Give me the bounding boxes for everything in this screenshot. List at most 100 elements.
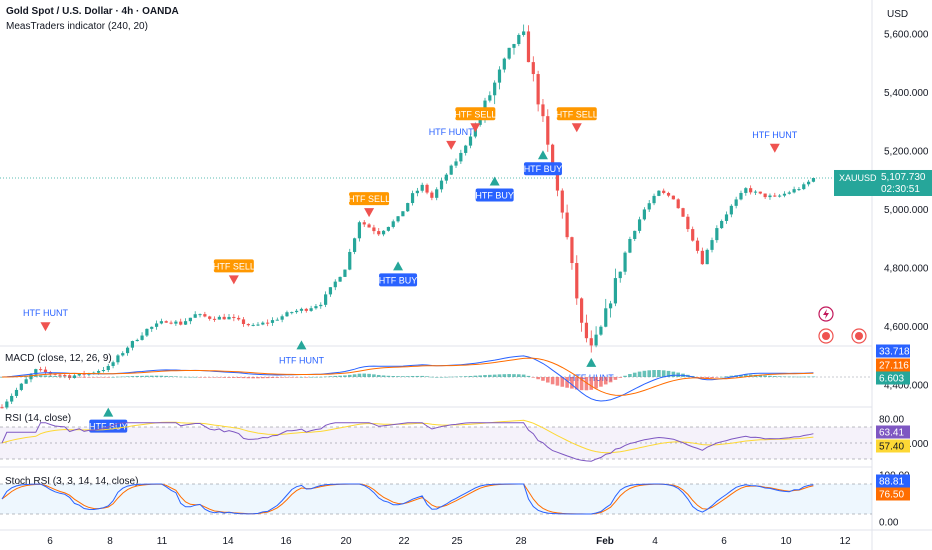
macd-hist-bar[interactable] (729, 375, 734, 377)
candle-body[interactable] (145, 328, 149, 336)
candle-body[interactable] (251, 324, 255, 326)
macd-hist-bar[interactable] (280, 377, 284, 378)
candle-body[interactable] (705, 249, 709, 265)
macd-hist-bar[interactable] (164, 375, 169, 377)
stoch-k-line[interactable] (1, 483, 814, 515)
macd-hist-bar[interactable] (357, 373, 362, 377)
rsi-ma-line[interactable] (1, 419, 814, 454)
macd-histogram[interactable] (0, 369, 816, 391)
signal-down-arrow[interactable] (446, 140, 457, 150)
candle-body[interactable] (174, 321, 178, 324)
price-tick-label[interactable]: 5,000.000 (884, 205, 929, 216)
macd-hist-bar[interactable] (632, 372, 637, 377)
macd-hist-bar[interactable] (797, 376, 801, 378)
macd-hist-bar[interactable] (77, 377, 82, 378)
candle-body[interactable] (695, 240, 700, 251)
candle-body[interactable] (551, 144, 555, 174)
time-tick-label[interactable]: Feb (596, 536, 614, 547)
macd-hist-bar[interactable] (91, 377, 96, 378)
candle-body[interactable] (657, 190, 661, 196)
candle-body[interactable] (637, 219, 642, 231)
candle-body[interactable] (488, 95, 492, 101)
signal-label[interactable]: HTF HUNT (23, 308, 68, 318)
candle-body[interactable] (304, 308, 308, 311)
candle-body[interactable] (10, 395, 14, 402)
macd-hist-bar[interactable] (188, 376, 193, 378)
macd-hist-bar[interactable] (599, 377, 603, 387)
value-tag-box[interactable] (876, 425, 910, 439)
candle-body[interactable] (34, 369, 38, 375)
price-tick-label[interactable]: 4,600.000 (884, 322, 929, 333)
candle-body[interactable] (739, 192, 743, 200)
price-tick-label[interactable]: 4,800.000 (884, 264, 929, 275)
candle-body[interactable] (227, 316, 231, 320)
macd-hist-bar[interactable] (652, 370, 656, 377)
macd-hist-bar[interactable] (111, 376, 115, 378)
macd-hist-bar[interactable] (555, 377, 560, 386)
macd-hist-bar[interactable] (323, 376, 328, 378)
candle-body[interactable] (295, 310, 299, 313)
signal-label[interactable]: HTF BUY (379, 275, 418, 285)
candle-body[interactable] (560, 190, 564, 213)
macd-hist-bar[interactable] (299, 376, 304, 378)
macd-hist-bar[interactable] (87, 377, 91, 378)
time-tick-label[interactable]: 25 (451, 536, 463, 547)
macd-hist-bar[interactable] (497, 374, 502, 377)
macd-hist-bar[interactable] (285, 377, 289, 378)
candle-body[interactable] (140, 335, 144, 340)
candle-body[interactable] (357, 222, 362, 239)
candle-body[interactable] (111, 362, 115, 366)
macd-hist-bar[interactable] (758, 375, 763, 377)
value-tag[interactable]: 63.41 (879, 428, 904, 439)
candle-body[interactable] (97, 371, 101, 373)
signal-label[interactable]: HTF BUY (475, 191, 514, 201)
candle-body[interactable] (734, 199, 738, 206)
macd-hist-bar[interactable] (232, 377, 236, 378)
macd-hist-bar[interactable] (140, 375, 144, 377)
signal-label-box[interactable] (213, 259, 254, 273)
macd-hist-bar[interactable] (637, 371, 642, 377)
candle-body[interactable] (232, 316, 236, 318)
candle-body[interactable] (773, 195, 777, 197)
candle-body[interactable] (662, 190, 666, 193)
candle-body[interactable] (507, 47, 511, 59)
candle-body[interactable] (362, 222, 366, 225)
candle-body[interactable] (285, 312, 289, 317)
signal-label[interactable]: HTF HUNT (752, 130, 797, 140)
macd-hist-bar[interactable] (251, 377, 255, 379)
macd-hist-bar[interactable] (120, 376, 125, 378)
macd-hist-bar[interactable] (198, 377, 202, 378)
candle-body[interactable] (464, 145, 468, 153)
candle-body[interactable] (565, 212, 569, 238)
candle-body[interactable] (217, 316, 221, 320)
time-tick-label[interactable]: 4 (652, 536, 658, 547)
macd-hist-bar[interactable] (449, 376, 453, 378)
candle-body[interactable] (241, 319, 246, 325)
price-axis[interactable]: 5,600.000 5,400.000 5,200.000 5,000.000 4,80… (884, 30, 929, 451)
signal-up-arrow[interactable] (393, 261, 404, 271)
macd-hist-bar[interactable] (372, 374, 376, 377)
macd-hist-bar[interactable] (391, 376, 396, 377)
signal-label-box[interactable] (349, 192, 390, 206)
macd-hist-bar[interactable] (536, 377, 540, 380)
candle-body[interactable] (396, 216, 400, 222)
macd-hist-bar[interactable] (806, 376, 811, 378)
candle-body[interactable] (352, 238, 357, 252)
macd-hist-bar[interactable] (430, 376, 434, 378)
macd-hist-bar[interactable] (410, 375, 415, 377)
candle-body[interactable] (623, 252, 627, 272)
candle-body[interactable] (14, 389, 19, 396)
macd-hist-bar[interactable] (608, 377, 613, 383)
candle-body[interactable] (275, 319, 279, 321)
signal-label-box[interactable] (379, 273, 418, 287)
macd-hist-bar[interactable] (193, 376, 197, 378)
candle-body[interactable] (299, 308, 304, 311)
candle-body[interactable] (246, 324, 250, 326)
macd-hist-bar[interactable] (256, 377, 260, 379)
last-price-box[interactable] (834, 169, 880, 196)
value-tag-box[interactable] (876, 487, 910, 501)
candle-body[interactable] (478, 116, 482, 125)
macd-hist-bar[interactable] (420, 375, 425, 377)
signal-label[interactable]: HTF HUNT (279, 355, 324, 365)
